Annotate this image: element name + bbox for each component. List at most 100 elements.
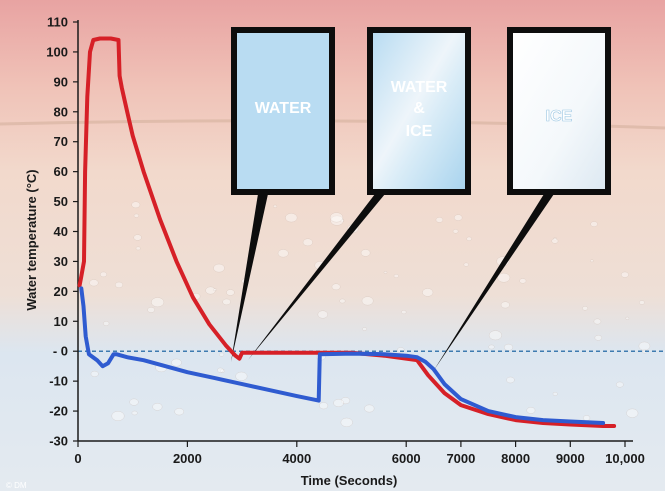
bubble [131,201,141,209]
y-axis-title: Water temperature (°C) [24,169,39,310]
water-panel-pointer [231,194,268,362]
bubble [519,278,527,284]
x-tick-label: 4000 [282,451,311,466]
bubble [226,289,235,296]
bubble [319,402,329,410]
bubble [340,417,353,428]
bubble [435,217,444,223]
bubble [147,306,155,313]
x-tick-label: 0 [74,451,81,466]
bubble [220,369,226,373]
bubble [526,406,536,414]
y-tick-label: -20 [49,404,68,419]
bubble [553,237,558,241]
bubble [114,281,124,289]
bubble [340,397,351,405]
bubble [590,259,594,263]
bubble [638,300,645,305]
bubble [333,398,344,408]
ice-panel-pointer [434,194,554,370]
bubble [582,415,591,421]
bubble [500,301,510,309]
bubble [99,271,108,278]
bubble [235,371,248,381]
bubble [302,238,313,247]
y-tick-label: 100 [46,44,68,59]
bubble [383,270,388,274]
y-tick-label: -30 [49,434,68,449]
bubble [152,402,163,411]
bubble [393,274,399,278]
bubble [213,288,217,292]
y-tick-label: 40 [54,224,68,239]
bubble [135,246,141,251]
water-ice-panel-label-line-3: ICE [406,123,433,140]
bubble [277,249,289,258]
bubble [133,234,142,241]
y-tick-label: 90 [54,74,68,89]
bubble [466,236,472,241]
bubble [219,352,225,357]
bubble [329,212,344,223]
x-tick-label: 8000 [501,451,530,466]
x-tick-label: 2000 [173,451,202,466]
bubble [133,213,140,218]
y-tick-label: 30 [54,254,68,269]
bubble [360,249,371,257]
bubble [488,344,495,350]
y-tick-label: 80 [54,104,68,119]
x-axis-title: Time (Seconds) [301,473,398,488]
y-tick-label: 20 [54,284,68,299]
bubble [453,214,463,221]
bubble [339,298,346,304]
bubble [217,367,224,373]
bubble [626,408,639,418]
x-tick-label: 7000 [446,451,475,466]
water-ice-panel-pointer [248,194,385,360]
x-tick-label: 9000 [556,451,585,466]
bubble [503,343,514,351]
bubble [364,404,375,413]
bubble [103,321,110,326]
bubble [331,283,341,291]
bubble [361,296,374,306]
bubble [111,410,125,422]
ice-panel: ICE [507,27,611,195]
bubble [620,271,629,278]
bubble [174,408,185,416]
bubble [488,330,502,341]
bubble [213,263,225,273]
bubble [340,219,345,223]
water-ice-panel-label-line-2: & [413,100,425,117]
bubble [171,358,182,367]
bubble [273,204,278,208]
bubble [422,288,434,297]
water-ice-panel-label-line-1: WATER [391,79,448,96]
bubble [625,316,630,320]
bubble [593,318,602,325]
y-tick-label: 70 [54,134,68,149]
bubble [401,310,407,315]
bubble [594,334,603,341]
bubble [638,341,651,351]
y-tick-label: 50 [54,194,68,209]
bubble [362,327,367,331]
bubble [151,297,165,308]
bubble [497,272,511,283]
bubble [205,286,216,295]
bubble [129,398,139,406]
bubble [552,391,558,396]
bubble [590,221,598,227]
series-line-red [77,36,617,428]
bubble [452,229,459,234]
y-tick-label: 60 [54,164,68,179]
y-axis-ticks: 110 100 90 80 70 60 50 40 30 20 10 - 0 -10 -20 -30 [46,15,78,449]
x-tick-label: 10,000 [605,451,645,466]
bubble [330,215,344,226]
bubble [463,262,469,267]
bubble [222,298,231,306]
bubble [90,370,99,377]
bubble [89,279,99,287]
x-axis-ticks: 0 2000 4000 6000 7000 8000 9000 10,000 [74,441,645,466]
